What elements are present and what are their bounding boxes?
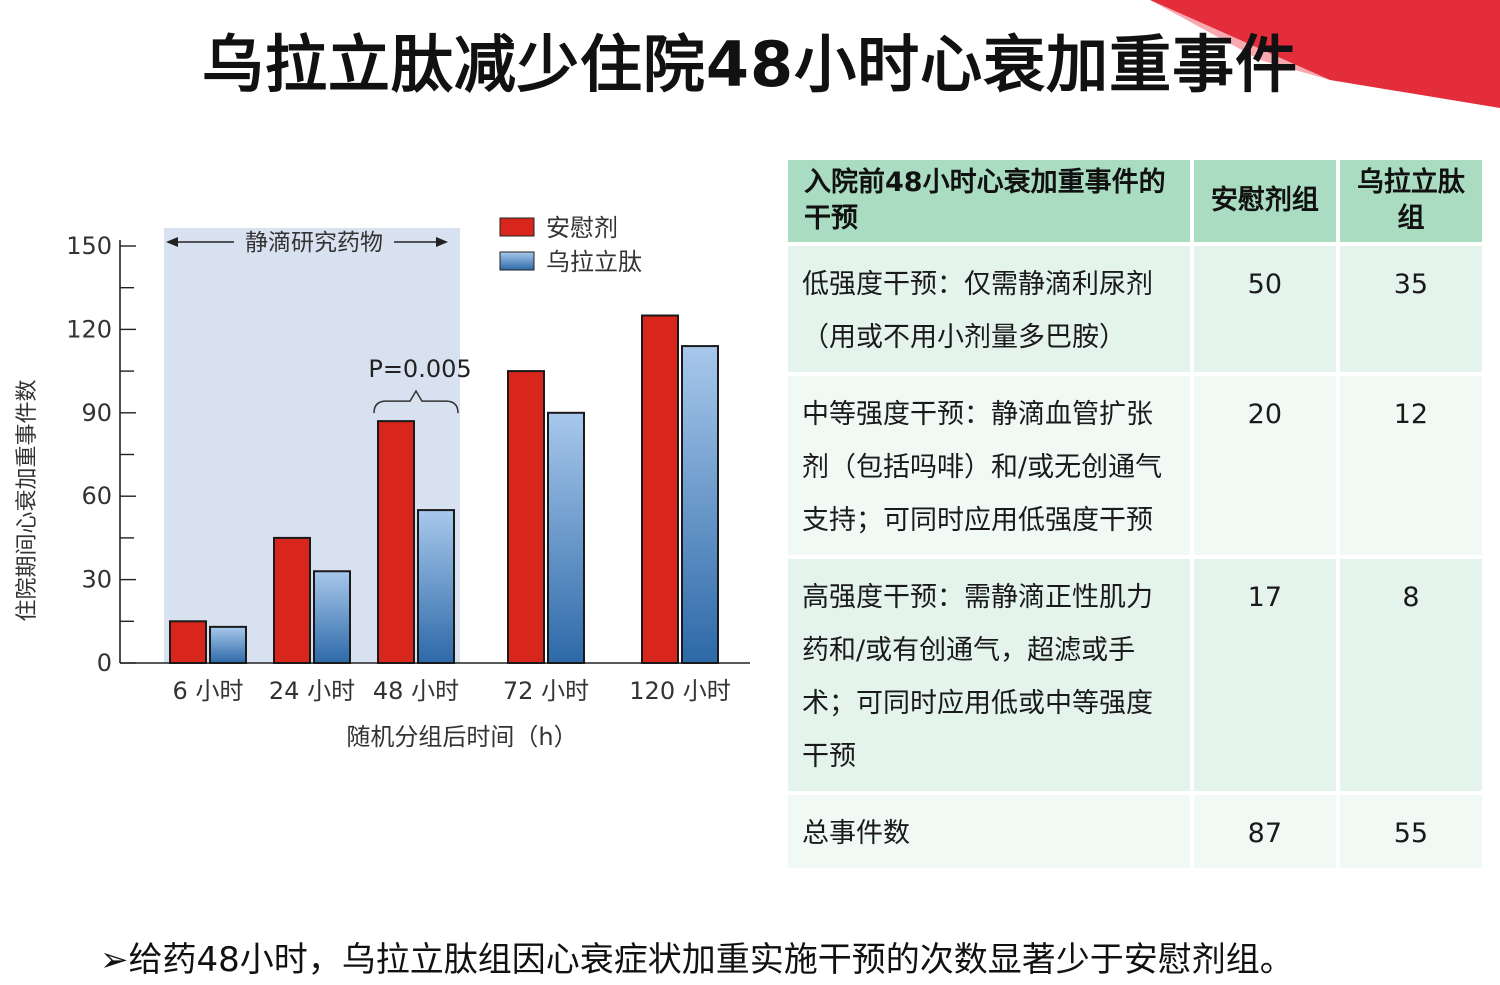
table-cell-drug: 55 bbox=[1335, 791, 1482, 868]
table-cell-drug: 8 bbox=[1335, 555, 1482, 791]
bar-ularitide bbox=[417, 509, 455, 664]
bar-placebo bbox=[507, 370, 545, 664]
infusion-period-text: 静滴研究药物 bbox=[245, 230, 383, 256]
legend-label-placebo: 安慰剂 bbox=[546, 214, 618, 242]
x-tick-label: 24 小时 bbox=[269, 677, 355, 705]
table-header-row: 入院前48小时心衰加重事件的干预 安慰剂组 乌拉立肽组 bbox=[788, 160, 1482, 242]
y-tick-label: 60 bbox=[81, 482, 112, 510]
table-cell-placebo: 87 bbox=[1189, 791, 1336, 868]
infusion-period-shading bbox=[164, 228, 460, 663]
footer-conclusion: ➢给药48小时，乌拉立肽组因心衰症状加重实施干预的次数显著少于安慰剂组。 bbox=[100, 940, 1294, 980]
table-cell-placebo: 20 bbox=[1189, 372, 1336, 555]
p-value-label: P=0.005 bbox=[368, 355, 471, 383]
x-tick-label: 120 小时 bbox=[629, 677, 730, 705]
p-value-annotation: P=0.005 bbox=[368, 355, 472, 414]
table-cell-drug: 35 bbox=[1335, 242, 1482, 372]
table-row: 中等强度干预：静滴血管扩张剂（包括吗啡）和/或无创通气支持；可同时应用低强度干预… bbox=[788, 372, 1482, 555]
x-tick-label: 6 小时 bbox=[173, 677, 244, 705]
table-cell-intervention: 低强度干预：仅需静滴利尿剂（用或不用小剂量多巴胺） bbox=[788, 242, 1190, 372]
bar-placebo bbox=[169, 620, 207, 664]
legend-swatch-drug bbox=[499, 251, 535, 271]
table-row: 低强度干预：仅需静滴利尿剂（用或不用小剂量多巴胺） 50 35 bbox=[788, 242, 1482, 372]
table-cell-placebo: 17 bbox=[1189, 555, 1336, 791]
table-header-drug: 乌拉立肽组 bbox=[1335, 160, 1482, 242]
table-cell-drug: 12 bbox=[1335, 372, 1482, 555]
bar-ularitide bbox=[547, 411, 585, 664]
table-cell-intervention: 中等强度干预：静滴血管扩张剂（包括吗啡）和/或无创通气支持；可同时应用低强度干预 bbox=[788, 372, 1190, 555]
y-axis-title: 住院期间心衰加重事件数 bbox=[15, 379, 40, 621]
y-tick-label: 120 bbox=[66, 315, 112, 343]
bar-ularitide bbox=[313, 570, 351, 665]
y-tick-label: 30 bbox=[81, 566, 112, 594]
slide-title: 乌拉立肽减少住院48小时心衰加重事件 bbox=[201, 28, 1299, 101]
bar-ularitide bbox=[681, 345, 719, 665]
table-cell-placebo: 50 bbox=[1189, 242, 1336, 372]
x-tick-label: 48 小时 bbox=[373, 677, 459, 705]
bar-chart: 静滴研究药物 0 30 60 90 120 150 6 小时 24 小时 48 小时 72 小时 1… bbox=[15, 214, 750, 751]
table-cell-intervention: 总事件数 bbox=[788, 791, 1190, 868]
infusion-period-label: 静滴研究药物 bbox=[166, 228, 448, 256]
legend-label-drug: 乌拉立肽 bbox=[546, 248, 642, 276]
y-tick-label: 0 bbox=[97, 649, 112, 677]
x-tick-label: 72 小时 bbox=[503, 677, 589, 705]
y-tick-label: 90 bbox=[81, 399, 112, 427]
bar-placebo bbox=[641, 314, 679, 664]
bar-placebo bbox=[273, 536, 311, 664]
legend-swatch-placebo bbox=[499, 217, 535, 237]
intervention-table: 入院前48小时心衰加重事件的干预 安慰剂组 乌拉立肽组 低强度干预：仅需静滴利尿… bbox=[788, 160, 1482, 868]
chart-bars bbox=[169, 314, 719, 665]
y-tick-label: 150 bbox=[66, 232, 112, 260]
x-axis-title: 随机分组后时间（h） bbox=[346, 723, 577, 751]
table-row-total: 总事件数 87 55 bbox=[788, 791, 1482, 868]
table-row: 高强度干预：需静滴正性肌力药和/或有创通气，超滤或手术；可同时应用低或中等强度干… bbox=[788, 555, 1482, 791]
bar-placebo bbox=[377, 420, 415, 664]
chart-legend: 安慰剂 乌拉立肽 bbox=[499, 214, 642, 276]
table-cell-intervention: 高强度干预：需静滴正性肌力药和/或有创通气，超滤或手术；可同时应用低或中等强度干… bbox=[788, 555, 1190, 791]
bar-ularitide bbox=[209, 625, 247, 664]
table-header-intervention: 入院前48小时心衰加重事件的干预 bbox=[788, 160, 1190, 242]
table-header-placebo: 安慰剂组 bbox=[1189, 160, 1336, 242]
corner-accent-decoration bbox=[1150, 0, 1500, 108]
